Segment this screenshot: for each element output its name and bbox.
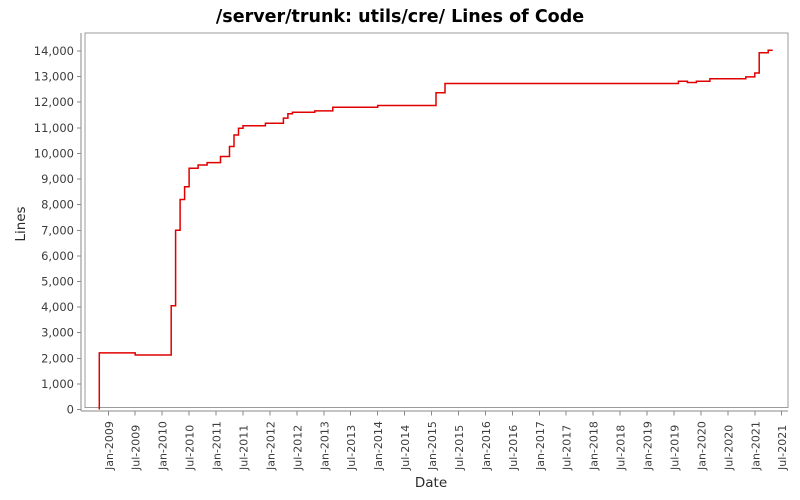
y-tick-label: 11,000 bbox=[34, 121, 74, 135]
x-tick-label: Jul-2009 bbox=[130, 425, 143, 471]
y-tick-label: 8,000 bbox=[41, 198, 74, 212]
x-axis-title: Date bbox=[415, 475, 447, 491]
x-tick-label: Jan-2013 bbox=[318, 421, 331, 471]
loc-step-line bbox=[98, 49, 773, 410]
y-tick-label: 2,000 bbox=[41, 351, 74, 365]
chart-title: /server/trunk: utils/cre/ Lines of Code bbox=[216, 7, 584, 27]
x-tick-label: Jul-2021 bbox=[776, 425, 789, 471]
x-tick-label: Jul-2010 bbox=[184, 425, 197, 471]
x-tick-label: Jul-2017 bbox=[561, 425, 574, 471]
y-tick-label: 3,000 bbox=[41, 326, 74, 340]
x-tick-label: Jan-2014 bbox=[372, 421, 385, 471]
y-tick-label: 10,000 bbox=[34, 146, 74, 160]
y-tick-label: 4,000 bbox=[41, 300, 74, 314]
y-tick-label: 13,000 bbox=[34, 70, 74, 84]
x-tick-label: Jan-2018 bbox=[588, 421, 601, 471]
y-tick-label: 12,000 bbox=[34, 95, 74, 109]
x-tick-label: Jul-2018 bbox=[615, 425, 628, 471]
x-tick-label: Jan-2016 bbox=[480, 421, 493, 471]
x-tick-label: Jan-2010 bbox=[157, 421, 170, 471]
x-tick-label: Jul-2013 bbox=[345, 425, 358, 471]
y-tick-label: 1,000 bbox=[41, 377, 74, 391]
x-tick-label: Jan-2011 bbox=[211, 421, 224, 471]
x-tick-label: Jan-2009 bbox=[103, 421, 116, 471]
x-tick-label: Jul-2011 bbox=[237, 425, 250, 471]
x-tick-label: Jan-2021 bbox=[749, 421, 762, 471]
y-axis-title: Lines bbox=[13, 206, 29, 241]
x-tick-label: Jul-2012 bbox=[291, 425, 304, 471]
x-tick-label: Jan-2012 bbox=[264, 421, 277, 471]
y-tick-label: 9,000 bbox=[41, 172, 74, 186]
x-tick-label: Jul-2015 bbox=[453, 425, 466, 471]
x-tick-label: Jul-2019 bbox=[668, 425, 681, 471]
plot-area: 0 1,000 2,000 3,000 4,000 5,000 6,000 7,000 8,00… bbox=[34, 32, 789, 471]
y-tick-label: 14,000 bbox=[34, 44, 74, 58]
x-tick-label: Jul-2014 bbox=[399, 425, 412, 471]
x-tick-label: Jan-2019 bbox=[642, 421, 655, 471]
y-tick-label: 7,000 bbox=[41, 223, 74, 237]
x-tick-label: Jan-2015 bbox=[426, 421, 439, 471]
x-tick-label: Jul-2016 bbox=[507, 425, 520, 471]
x-tick-label: Jan-2017 bbox=[534, 421, 547, 471]
plot-frame bbox=[84, 32, 789, 408]
y-tick-label: 0 bbox=[67, 403, 74, 417]
x-tick-label: Jul-2020 bbox=[722, 425, 735, 471]
y-tick-label: 6,000 bbox=[41, 249, 74, 263]
x-tick-label: Jan-2020 bbox=[695, 421, 708, 471]
y-tick-label: 5,000 bbox=[41, 274, 74, 288]
